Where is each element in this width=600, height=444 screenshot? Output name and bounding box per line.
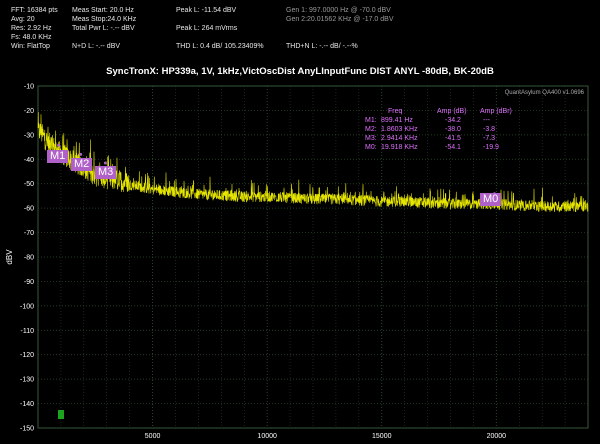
m0-freq: 19.918 KHz xyxy=(381,144,418,151)
x-tick-label: 15000 xyxy=(372,433,392,440)
chart-title: SyncTronX: HP339a, 1V, 1kHz,VictOscDist … xyxy=(106,66,494,77)
y-tick-label: -40 xyxy=(24,157,34,164)
y-tick-label: -90 xyxy=(24,279,34,286)
header-col2: Meas Start: 20.0 Hz Meas Stop:24.0 KHz T… xyxy=(72,6,136,51)
header-col3: Peak L: -11.54 dBV Peak L: 264 mVrms THD… xyxy=(176,6,264,51)
y-tick-label: -130 xyxy=(20,377,34,384)
x-tick-label: 10000 xyxy=(257,433,277,440)
gen1: Gen 1: 997.0000 Hz @ -70.0 dBV xyxy=(286,7,391,14)
m1-name: M1: xyxy=(365,117,377,124)
thd: THD L: 0.4 dB/ 105.23409% xyxy=(176,43,264,50)
thdn: THD+N L: -.-- dB/ -.--% xyxy=(286,43,358,50)
m2-name: M2: xyxy=(365,126,377,133)
y-tick-label: -140 xyxy=(20,401,34,408)
peak-dbv: Peak L: -11.54 dBV xyxy=(176,7,237,14)
m2-ampr: -3.8 xyxy=(483,126,496,133)
marker-point-m1 xyxy=(57,143,61,147)
m3-name: M3: xyxy=(365,135,377,142)
marker-point-m3 xyxy=(103,161,107,165)
peak-vrms: Peak L: 264 mVrms xyxy=(176,25,238,32)
marker-table-col-freq: Freq xyxy=(388,108,403,115)
y-tick-label: -20 xyxy=(24,108,34,115)
y-tick-label: -30 xyxy=(24,132,34,139)
meas-start: Meas Start: 20.0 Hz xyxy=(72,7,134,14)
m0-amp: -54.1 xyxy=(445,144,461,151)
header-col1: FFT: 16384 pts Avg: 20 Res: 2.92 Hz Fs: … xyxy=(11,6,58,51)
noise-distortion: N+D L: -.-- dBV xyxy=(72,43,121,50)
y-tick-label: -70 xyxy=(24,230,34,237)
fft-points: FFT: 16384 pts xyxy=(11,7,58,14)
window-type: Win: FlatTop xyxy=(11,43,50,50)
gen2: Gen 2:20.01562 KHz @ -17.0 dBV xyxy=(286,16,394,23)
m1-ampr: --- xyxy=(483,117,490,124)
status-indicator xyxy=(58,410,64,419)
m0-name: M0: xyxy=(365,144,377,151)
marker-m2-label[interactable]: M2 xyxy=(71,158,93,171)
m3-amp: -41.5 xyxy=(445,135,461,142)
total-power: Total Pwr L: -.-- dBV xyxy=(72,25,135,32)
marker-m1-label[interactable]: M1 xyxy=(47,150,69,163)
sample-rate: Fs: 48.0 KHz xyxy=(11,34,52,41)
marker-m0-label[interactable]: M0 xyxy=(480,193,502,206)
x-tick-label: 20000 xyxy=(487,433,507,440)
m3-ampr: -7.3 xyxy=(483,135,496,142)
watermark: QuantAsylum QA400 v1.0696 xyxy=(505,90,585,96)
y-tick-label: -100 xyxy=(20,303,34,310)
y-tick-label: -10 xyxy=(24,84,34,91)
meas-stop: Meas Stop:24.0 KHz xyxy=(72,16,137,23)
y-tick-label: -50 xyxy=(24,181,34,188)
resolution: Res: 2.92 Hz xyxy=(11,25,52,32)
m2-freq: 1.8603 KHz xyxy=(381,126,418,133)
y-axis-label: dBV xyxy=(5,249,14,265)
marker-m3-label[interactable]: M3 xyxy=(95,166,117,179)
m3-freq: 2.9414 KHz xyxy=(381,135,418,142)
header-gen: Gen 1: 997.0000 Hz @ -70.0 dBV Gen 2:20.… xyxy=(286,6,394,24)
y-tick-label: -110 xyxy=(21,328,35,335)
marker-table-col-ampr: Amp (dBr) xyxy=(480,108,512,115)
averages: Avg: 20 xyxy=(11,16,35,23)
m1-freq: 899.41 Hz xyxy=(381,117,413,124)
m1-amp: -34.2 xyxy=(445,117,461,124)
y-tick-label: -120 xyxy=(20,352,34,359)
marker-point-m2 xyxy=(79,152,83,156)
y-tick-label: -150 xyxy=(20,426,34,433)
m0-ampr: -19.9 xyxy=(483,144,499,151)
x-tick-label: 5000 xyxy=(145,433,161,440)
m2-amp: -38.0 xyxy=(445,126,461,133)
marker-table-col-amp: Amp (dB) xyxy=(437,108,467,115)
y-tick-label: -80 xyxy=(24,255,34,262)
y-tick-label: -60 xyxy=(24,206,34,213)
